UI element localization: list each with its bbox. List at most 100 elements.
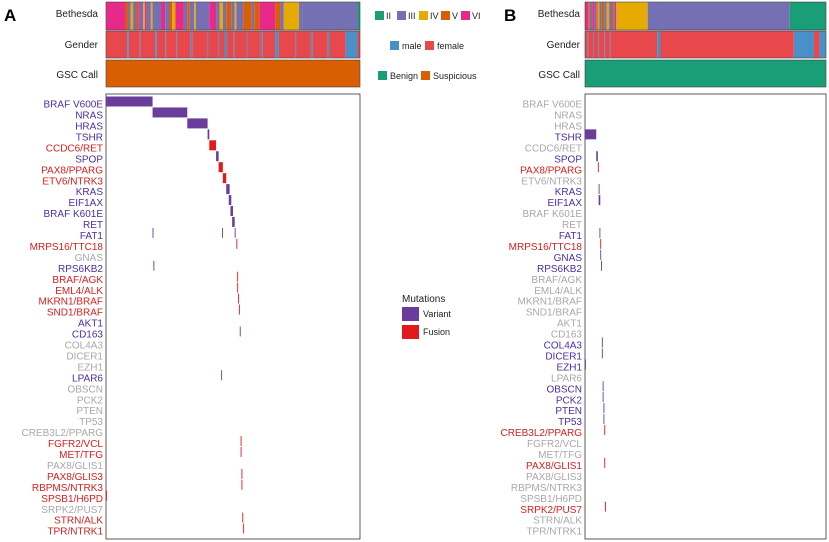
bethesda-track-a — [105, 1, 361, 31]
gene-label: CD163 — [551, 330, 583, 341]
legend-label-II: II — [386, 11, 391, 21]
mutation-cell-variant — [585, 359, 586, 370]
gender-segment — [165, 31, 167, 58]
mutation-cell-fusion — [237, 282, 239, 293]
gender-segment — [660, 31, 794, 58]
bethesda-segment — [283, 2, 300, 30]
mutation-cell-fusion — [241, 479, 243, 490]
mutation-cell-fusion — [604, 457, 606, 468]
gene-label: CREB3L2/PPARG — [21, 428, 103, 439]
mutation-cell-variant — [152, 227, 154, 238]
bethesda-track-b — [584, 1, 827, 31]
gender-segment — [296, 31, 311, 58]
gene-label: PTEN — [555, 406, 582, 417]
track-label-gender-a: Gender — [65, 40, 99, 51]
gender-segment — [128, 31, 140, 58]
bethesda-segment-frame — [105, 1, 361, 31]
gene-label: FGFR2/VCL — [48, 439, 103, 450]
bethesda-segment — [243, 2, 252, 30]
bethesda-segment — [161, 2, 166, 30]
mutation-cell-fusion — [238, 304, 240, 315]
bethesda-segment — [592, 2, 595, 30]
gsc-segment — [106, 60, 360, 87]
gene-label: DICER1 — [66, 351, 103, 362]
gene-label: COL4A3 — [544, 341, 583, 352]
gene-label: ETV6/NTRK3 — [521, 176, 582, 187]
gender-segment — [295, 31, 297, 58]
gsc-segment-frame — [584, 59, 827, 88]
gender-segment — [234, 31, 247, 58]
gender-segment — [219, 31, 225, 58]
mutation-cell-variant — [598, 184, 600, 195]
gender-segment — [657, 31, 661, 58]
mutation-cell-variant — [230, 206, 233, 216]
bethesda-segment — [169, 2, 173, 30]
gene-label: TP53 — [558, 417, 582, 428]
legend-label-female: female — [437, 41, 464, 51]
bethesda-segment — [357, 2, 360, 30]
legend-swatch-V — [441, 11, 450, 20]
bethesda-segment — [609, 2, 612, 30]
gender-segment — [106, 31, 128, 58]
bethesda-segment — [146, 2, 151, 30]
bethesda-segment — [172, 2, 176, 30]
gender-segment — [192, 31, 208, 58]
gender-segment — [593, 31, 599, 58]
gene-label: HRAS — [554, 122, 582, 133]
gene-label: PAX8/GLIS3 — [526, 472, 582, 483]
gene-label: EML4/ALK — [55, 286, 103, 297]
bethesda-segment — [275, 2, 281, 30]
mutation-cell-variant — [598, 195, 601, 206]
gender-segment — [345, 31, 358, 58]
gender-segment-frame — [584, 30, 827, 59]
gender-segment — [246, 31, 248, 58]
mutation-cell-variant — [226, 184, 230, 195]
bethesda-segment — [194, 2, 196, 30]
bethesda-legend: II III IV V VI — [375, 11, 481, 21]
panel-letter-a: A — [4, 6, 16, 25]
gender-segment — [260, 31, 263, 58]
bethesda-segment — [299, 2, 303, 30]
mutation-cell-fusion — [240, 446, 242, 457]
mutation-cell-variant — [239, 326, 241, 337]
mutation-cell-fusion — [236, 238, 238, 249]
gender-segment — [227, 31, 234, 58]
gender-segment — [262, 31, 276, 58]
gene-label: EIF1AX — [548, 198, 583, 209]
gene-label: LPAR6 — [551, 373, 582, 384]
gender-segment — [177, 31, 191, 58]
bethesda-segment — [599, 2, 602, 30]
bethesda-segment — [613, 2, 615, 30]
bethesda-segment — [195, 2, 210, 30]
bethesda-segment — [187, 2, 190, 30]
legend-label-suspicious: Suspicious — [433, 71, 477, 81]
bethesda-segment — [219, 2, 223, 30]
bethesda-segment — [136, 2, 139, 30]
mutation-cell-variant — [599, 227, 601, 238]
mutation-matrix-b — [585, 129, 606, 512]
bethesda-segment — [189, 2, 195, 30]
bethesda-segment — [133, 2, 137, 30]
track-label-bethesda-b: Bethesda — [538, 9, 581, 20]
legend-swatch-VI — [461, 11, 470, 20]
gene-label: NRAS — [75, 111, 103, 122]
gender-segment — [139, 31, 141, 58]
bethesda-segment — [183, 2, 188, 30]
gene-label: KRAS — [76, 187, 104, 198]
gene-label: TSHR — [555, 132, 582, 143]
gender-track-a — [105, 30, 361, 59]
gene-label: SPOP — [75, 154, 103, 165]
gsc-track-b — [584, 59, 827, 88]
bethesda-segment — [254, 2, 260, 30]
gene-label: STRN/ALK — [54, 516, 103, 527]
gender-segment — [218, 31, 220, 58]
bethesda-segment — [596, 2, 598, 30]
bethesda-segment — [152, 2, 162, 30]
legend-swatch-female — [425, 41, 434, 50]
bethesda-segment — [125, 2, 129, 30]
bethesda-segment — [138, 2, 140, 30]
mutation-cell-variant — [596, 151, 598, 162]
mutation-cell-variant — [228, 195, 232, 206]
gene-label: PCK2 — [556, 395, 583, 406]
